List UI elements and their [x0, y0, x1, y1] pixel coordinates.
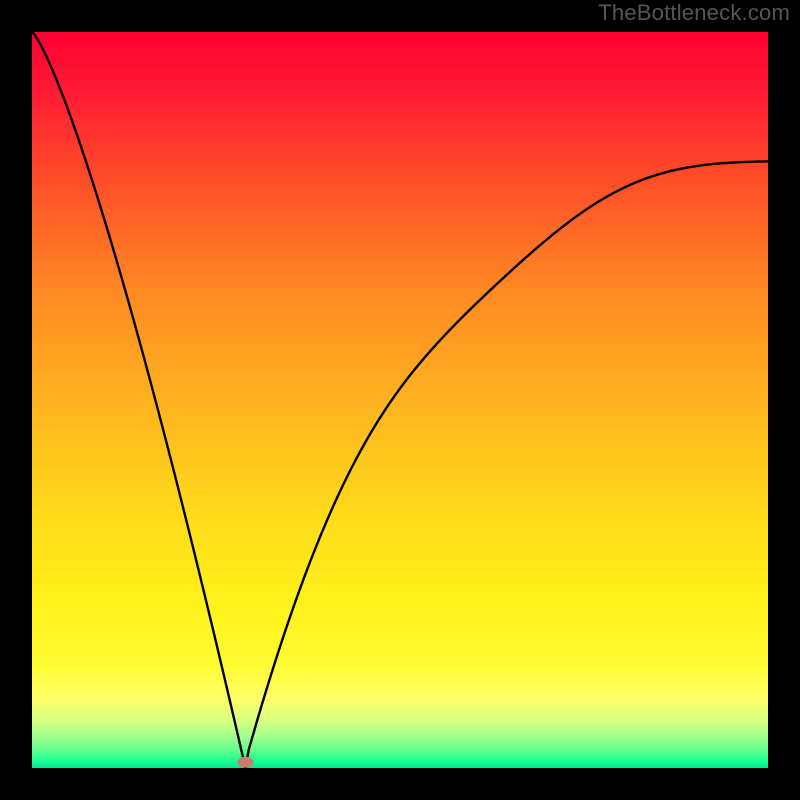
- min-marker: [237, 757, 253, 768]
- plot-area: [32, 32, 768, 768]
- chart-svg: [0, 0, 800, 800]
- chart-stage: TheBottleneck.com: [0, 0, 800, 800]
